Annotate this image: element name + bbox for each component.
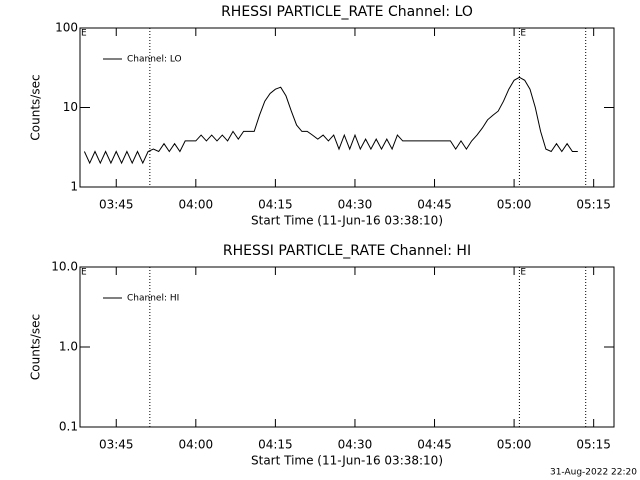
- annotation: E: [81, 29, 87, 39]
- annotation: E: [520, 29, 526, 39]
- y-axis-label: Counts/sec: [29, 314, 43, 380]
- annotation: E: [81, 268, 87, 278]
- x-tick-label: 05:15: [576, 198, 611, 212]
- annotation: E: [520, 268, 526, 278]
- x-tick-label: 05:00: [497, 198, 532, 212]
- x-axis-label: Start Time (11-Jun-16 03:38:10): [251, 454, 443, 468]
- y-tick-label: 10.0: [51, 260, 78, 274]
- x-tick-label: 03:45: [99, 198, 134, 212]
- x-tick-label: 04:30: [338, 438, 373, 452]
- y-tick-label: 100: [55, 21, 78, 35]
- plot-frame: [79, 27, 615, 188]
- footer: 31-Aug-2022 22:20: [550, 468, 637, 478]
- chart-title: RHESSI PARTICLE_RATE Channel: HI: [223, 243, 471, 259]
- x-tick-label: 04:00: [179, 438, 214, 452]
- y-tick-label: 10: [63, 100, 78, 114]
- plot-frame: [79, 266, 615, 428]
- x-tick-label: 03:45: [99, 438, 134, 452]
- data-line: [83, 76, 578, 165]
- y-tick-label: 0.1: [59, 420, 78, 434]
- y-axis-label: Counts/sec: [29, 74, 43, 140]
- x-tick-label: 04:15: [258, 438, 293, 452]
- legend-label: Channel: LO: [127, 55, 182, 65]
- x-tick-label: 04:00: [179, 198, 214, 212]
- x-tick-label: 04:15: [258, 198, 293, 212]
- y-tick-label: 1: [70, 180, 78, 194]
- x-axis-label: Start Time (11-Jun-16 03:38:10): [251, 214, 443, 228]
- chart-title: RHESSI PARTICLE_RATE Channel: LO: [221, 4, 473, 20]
- x-tick-label: 04:45: [417, 438, 452, 452]
- x-tick-label: 04:45: [417, 198, 452, 212]
- legend-label: Channel: HI: [127, 294, 179, 304]
- y-tick-label: 1.0: [59, 340, 78, 354]
- x-tick-label: 05:00: [497, 438, 532, 452]
- x-tick-label: 04:30: [338, 198, 373, 212]
- x-tick-label: 05:15: [576, 438, 611, 452]
